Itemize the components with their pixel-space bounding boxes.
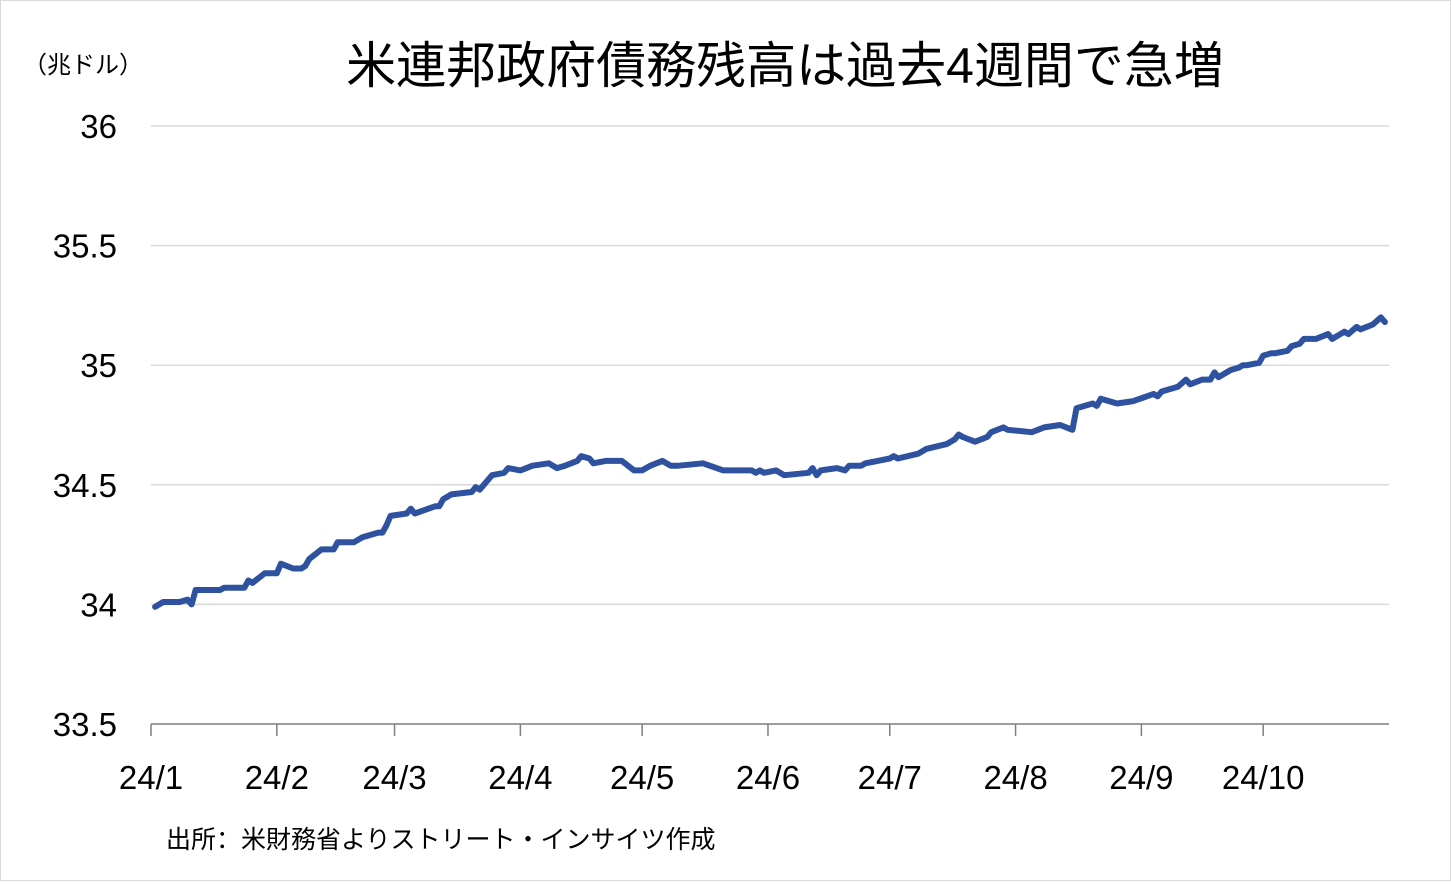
- y-tick-label: 36: [80, 108, 117, 145]
- x-tick-label: 24/5: [610, 759, 674, 796]
- x-tick-label: 24/10: [1222, 759, 1305, 796]
- x-axis: 24/1 24/2 24/3 24/4 24/5 24/6 24/7 24/8 24/9 24/1…: [119, 723, 1389, 796]
- series-line: [152, 314, 1388, 610]
- chart-title: 米連邦政府債務残高は過去4週間で急増: [346, 38, 1224, 94]
- x-tick-label: 24/4: [488, 759, 552, 796]
- y-tick-label: 35.5: [53, 228, 117, 265]
- y-tick-label: 35: [80, 347, 117, 384]
- y-tick-label: 34.5: [53, 467, 117, 504]
- source-note: 出所：米財務省よりストリート・インサイツ作成: [166, 826, 716, 854]
- y-tick-label: 33.5: [53, 706, 117, 743]
- x-tick-label: 24/1: [119, 759, 183, 796]
- x-tick-label: 24/6: [736, 759, 800, 796]
- y-unit-label: （兆ドル）: [23, 52, 143, 79]
- x-tick-label: 24/7: [858, 759, 922, 796]
- gridlines: [151, 125, 1389, 606]
- x-tick-label: 24/8: [983, 759, 1047, 796]
- x-tick-label: 24/9: [1109, 759, 1173, 796]
- x-tick-label: 24/2: [245, 759, 309, 796]
- y-axis-ticks: 33.5 34 34.5 35 35.5 36: [53, 108, 117, 743]
- y-tick-label: 34: [80, 586, 117, 623]
- x-tick-label: 24/3: [362, 759, 426, 796]
- series-layer: [152, 314, 1388, 610]
